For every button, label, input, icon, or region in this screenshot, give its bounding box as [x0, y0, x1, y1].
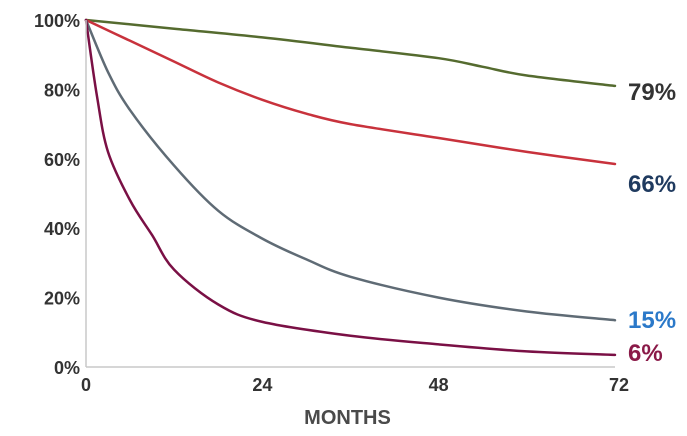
y-tick-labels: 0% 20% 40% 60% 80% 100% — [34, 11, 80, 378]
series-end-label-1: 79% — [628, 79, 676, 106]
series-line-2 — [84, 18, 617, 166]
x-tick-label: 48 — [429, 375, 449, 395]
series-end-label-2: 66% — [628, 171, 676, 198]
y-tick-label: 0% — [54, 358, 80, 378]
series-line-3 — [84, 18, 617, 322]
series-layer — [84, 18, 617, 357]
y-tick-label: 60% — [44, 150, 80, 170]
x-axis-title: MONTHS — [304, 407, 391, 429]
series-end-label-3: 15% — [628, 307, 676, 334]
series-line-4 — [84, 18, 617, 357]
y-tick-label: 100% — [34, 11, 80, 31]
y-tick-label: 40% — [44, 219, 80, 239]
x-tick-label: 0 — [81, 375, 91, 395]
series-line-1 — [84, 18, 617, 88]
series-end-labels: 79% 66% 15% 6% — [628, 79, 676, 367]
x-tick-label: 24 — [252, 375, 272, 395]
x-tick-label: 72 — [609, 375, 629, 395]
y-tick-label: 80% — [44, 80, 80, 100]
y-tick-label: 20% — [44, 289, 80, 309]
series-end-label-4: 6% — [628, 340, 663, 367]
x-tick-labels: 0 24 48 72 — [81, 375, 629, 395]
